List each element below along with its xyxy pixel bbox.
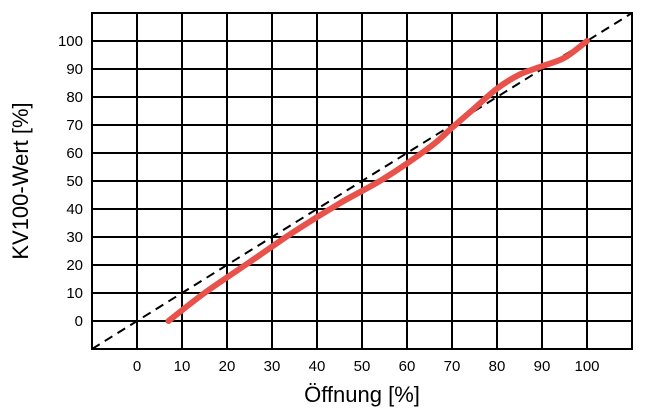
y-tick-label: 50 <box>66 173 83 190</box>
x-tick-label: 60 <box>399 358 416 375</box>
x-tick-label: 20 <box>219 358 236 375</box>
y-tick-label: 90 <box>66 61 83 78</box>
y-axis-label: KV100-Wert [%] <box>8 102 33 259</box>
plot-frame <box>91 12 633 350</box>
series-layer <box>92 13 632 349</box>
x-axis-label: Öffnung [%] <box>304 382 420 407</box>
x-tick-label: 50 <box>354 358 371 375</box>
x-tick-label: 0 <box>133 358 141 375</box>
grid-lines <box>92 13 632 349</box>
y-tick-label: 20 <box>66 257 83 274</box>
x-tick-label: 10 <box>174 358 191 375</box>
y-tick-labels: 0 10 20 30 40 50 60 70 80 90 100 <box>58 33 83 330</box>
y-tick-label: 60 <box>66 145 83 162</box>
x-tick-label: 90 <box>534 358 551 375</box>
x-tick-label: 30 <box>264 358 281 375</box>
y-tick-label: 70 <box>66 117 83 134</box>
y-tick-label: 100 <box>58 33 83 50</box>
y-tick-label: 30 <box>66 229 83 246</box>
x-tick-label: 80 <box>489 358 506 375</box>
y-tick-label: 40 <box>66 201 83 218</box>
x-tick-label: 100 <box>574 358 599 375</box>
y-tick-label: 10 <box>66 285 83 302</box>
y-tick-label: 0 <box>75 313 83 330</box>
x-tick-labels: 0 10 20 30 40 50 60 70 80 90 100 <box>133 358 600 375</box>
kv-curve <box>165 38 590 324</box>
x-tick-label: 70 <box>444 358 461 375</box>
y-tick-label: 80 <box>66 89 83 106</box>
x-tick-label: 40 <box>309 358 326 375</box>
